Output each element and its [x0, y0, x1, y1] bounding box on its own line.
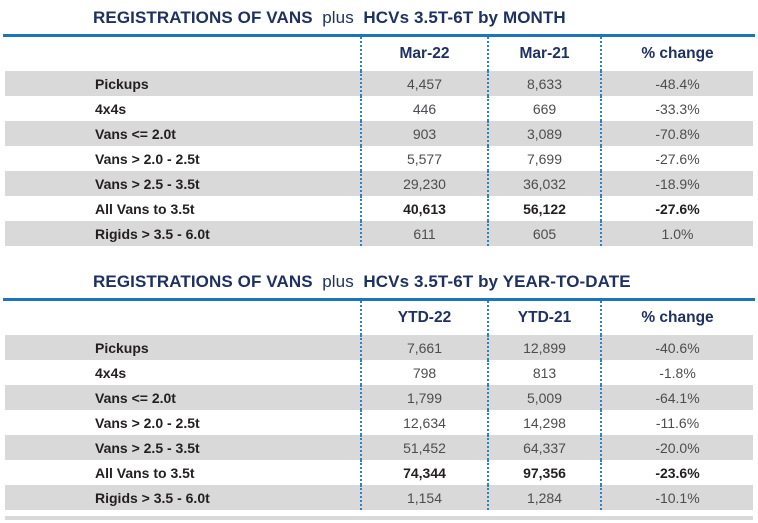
row-value: 14,298 — [487, 410, 600, 435]
title-underline-rule — [3, 298, 755, 301]
table-row: Vans > 2.5 - 3.5t 51,452 64,337 -20.0% — [5, 435, 753, 460]
column-header-current: Mar-22 — [360, 37, 487, 71]
row-value: 97,356 — [487, 460, 600, 485]
row-label: 4x4s — [95, 100, 127, 117]
column-header-previous: YTD-21 — [487, 301, 600, 335]
table-row: 4x4s 446 669 -33.3% — [5, 96, 753, 121]
table-row: All Vans to 3.5t 40,613 56,122 -27.6% — [5, 196, 753, 221]
title-part-light: plus — [322, 272, 354, 291]
row-value: 5,577 — [360, 146, 487, 171]
row-value: 7,699 — [487, 146, 600, 171]
row-value: -48.4% — [600, 71, 753, 96]
table-row: Vans > 2.5 - 3.5t 29,230 36,032 -18.9% — [5, 171, 753, 196]
cropped-next-row-strip — [5, 516, 753, 520]
row-value: 74,344 — [360, 460, 487, 485]
row-value: 4,457 — [360, 71, 487, 96]
ytd-registrations-section: REGISTRATIONS OF VANS plus HCVs 3.5T-6T … — [0, 272, 758, 520]
row-label: Rigids > 3.5 - 6.0t — [95, 225, 210, 242]
row-label: All Vans to 3.5t — [95, 464, 195, 481]
row-value: 798 — [360, 360, 487, 385]
row-value: -11.6% — [600, 410, 753, 435]
title-part-bold: HCVs 3.5T-6T by MONTH — [363, 8, 566, 27]
ytd-section-title: REGISTRATIONS OF VANS plus HCVs 3.5T-6T … — [0, 272, 758, 292]
column-header-current: YTD-22 — [360, 301, 487, 335]
column-header-previous: Mar-21 — [487, 37, 600, 71]
row-label: Rigids > 3.5 - 6.0t — [95, 489, 210, 506]
table-row: Pickups 7,661 12,899 -40.6% — [5, 335, 753, 360]
row-label: All Vans to 3.5t — [95, 200, 195, 217]
row-value: -27.6% — [600, 196, 753, 221]
row-value: 36,032 — [487, 171, 600, 196]
monthly-section-title: REGISTRATIONS OF VANS plus HCVs 3.5T-6T … — [0, 0, 758, 28]
row-value: -70.8% — [600, 121, 753, 146]
table-row: Vans <= 2.0t 1,799 5,009 -64.1% — [5, 385, 753, 410]
table-row: Vans > 2.0 - 2.5t 5,577 7,699 -27.6% — [5, 146, 753, 171]
row-value: -64.1% — [600, 385, 753, 410]
table-row: Pickups 4,457 8,633 -48.4% — [5, 71, 753, 96]
row-value: 5,009 — [487, 385, 600, 410]
row-value: 1,154 — [360, 485, 487, 510]
row-value: -18.9% — [600, 171, 753, 196]
row-label: Pickups — [95, 75, 149, 92]
column-header-change: % change — [600, 37, 753, 71]
row-label: Vans <= 2.0t — [95, 389, 176, 406]
table-row: All Vans to 3.5t 74,344 97,356 -23.6% — [5, 460, 753, 485]
row-value: 813 — [487, 360, 600, 385]
row-value: -23.6% — [600, 460, 753, 485]
row-value: 446 — [360, 96, 487, 121]
row-label: 4x4s — [95, 364, 127, 381]
row-label: Pickups — [95, 339, 149, 356]
header-spacer-cell — [5, 301, 360, 335]
ytd-table: YTD-22 YTD-21 % change Pickups 7,661 12,89… — [5, 301, 753, 510]
title-part-bold: REGISTRATIONS OF VANS — [93, 8, 313, 27]
row-value: 8,633 — [487, 71, 600, 96]
row-value: 605 — [487, 221, 600, 246]
monthly-registrations-section: REGISTRATIONS OF VANS plus HCVs 3.5T-6T … — [0, 0, 758, 246]
monthly-table-header-row: Mar-22 Mar-21 % change — [5, 37, 753, 71]
row-value: 1,284 — [487, 485, 600, 510]
row-value: 669 — [487, 96, 600, 121]
row-value: 1.0% — [600, 221, 753, 246]
row-value: -20.0% — [600, 435, 753, 460]
monthly-table: Mar-22 Mar-21 % change Pickups 4,457 8,633… — [5, 37, 753, 246]
row-value: -1.8% — [600, 360, 753, 385]
table-row: Rigids > 3.5 - 6.0t 1,154 1,284 -10.1% — [5, 485, 753, 510]
row-value: 611 — [360, 221, 487, 246]
row-label: Vans > 2.0 - 2.5t — [95, 414, 200, 431]
table-row: Vans <= 2.0t 903 3,089 -70.8% — [5, 121, 753, 146]
row-value: -40.6% — [600, 335, 753, 360]
row-value: 7,661 — [360, 335, 487, 360]
title-underline-rule — [3, 34, 755, 37]
monthly-table-body: Pickups 4,457 8,633 -48.4% 4x4s 446 669 -33.3% V… — [5, 71, 753, 246]
row-value: 29,230 — [360, 171, 487, 196]
row-label: Vans > 2.5 - 3.5t — [95, 439, 200, 456]
row-value: 56,122 — [487, 196, 600, 221]
column-header-change: % change — [600, 301, 753, 335]
title-part-bold: REGISTRATIONS OF VANS — [93, 272, 313, 291]
title-part-light: plus — [322, 8, 354, 27]
header-spacer-cell — [5, 37, 360, 71]
title-part-bold: HCVs 3.5T-6T by YEAR-TO-DATE — [363, 272, 631, 291]
ytd-table-body: Pickups 7,661 12,899 -40.6% 4x4s 798 813 -1.8% V… — [5, 335, 753, 510]
table-row: Rigids > 3.5 - 6.0t 611 605 1.0% — [5, 221, 753, 246]
row-value: 40,613 — [360, 196, 487, 221]
table-row: 4x4s 798 813 -1.8% — [5, 360, 753, 385]
table-row: Vans > 2.0 - 2.5t 12,634 14,298 -11.6% — [5, 410, 753, 435]
row-value: -10.1% — [600, 485, 753, 510]
row-label: Vans <= 2.0t — [95, 125, 176, 142]
row-value: 1,799 — [360, 385, 487, 410]
row-value: -33.3% — [600, 96, 753, 121]
row-label: Vans > 2.5 - 3.5t — [95, 175, 200, 192]
ytd-table-header-row: YTD-22 YTD-21 % change — [5, 301, 753, 335]
row-value: 12,899 — [487, 335, 600, 360]
row-value: -27.6% — [600, 146, 753, 171]
row-label: Vans > 2.0 - 2.5t — [95, 150, 200, 167]
row-value: 51,452 — [360, 435, 487, 460]
row-value: 903 — [360, 121, 487, 146]
row-value: 64,337 — [487, 435, 600, 460]
row-value: 3,089 — [487, 121, 600, 146]
row-value: 12,634 — [360, 410, 487, 435]
